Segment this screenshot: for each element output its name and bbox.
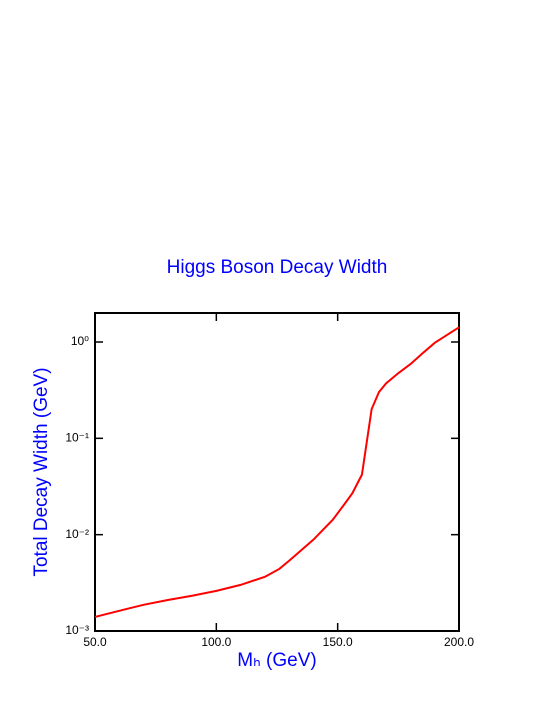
- x-tick-label: 150.0: [323, 635, 353, 649]
- y-axis-label: Total Decay Width (GeV): [31, 367, 52, 576]
- y-tick-label: 10⁻¹: [65, 431, 89, 445]
- plot-frame: [94, 312, 460, 632]
- x-axis-label: Mₕ (GeV): [237, 650, 316, 671]
- x-tick-label: 50.0: [83, 635, 107, 649]
- x-tick-label: 200.0: [444, 635, 474, 649]
- y-tick-label: 10⁰: [71, 334, 89, 348]
- y-tick-label: 10⁻³: [65, 623, 89, 637]
- chart-title: Higgs Boson Decay Width: [167, 257, 388, 278]
- data-line: [94, 326, 460, 618]
- y-tick-label: 10⁻²: [65, 527, 89, 541]
- x-tick-label: 100.0: [201, 635, 231, 649]
